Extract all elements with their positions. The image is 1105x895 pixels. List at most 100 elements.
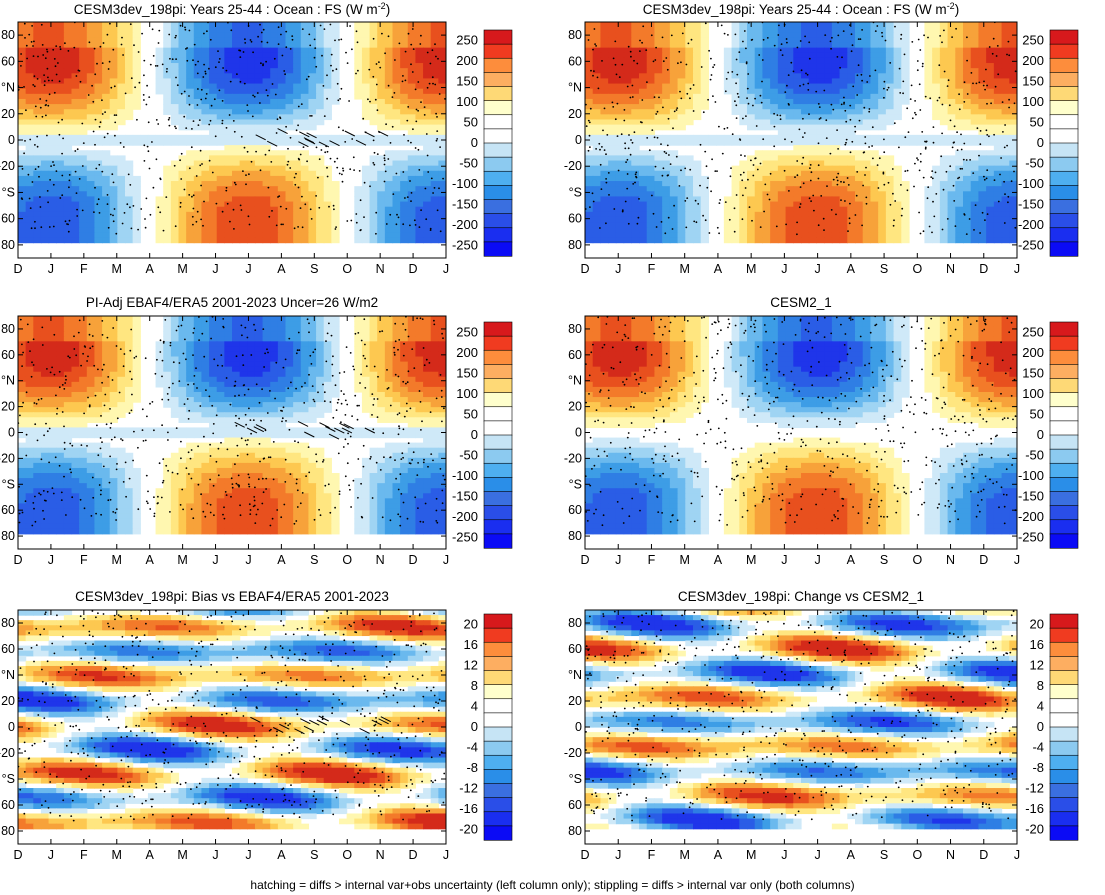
heatmap-cell (831, 93, 841, 100)
heatmap-cell (193, 150, 203, 156)
heatmap-cell (239, 165, 248, 172)
heatmap-cell (623, 201, 632, 208)
heatmap-cell (232, 140, 241, 146)
heatmap-cell (247, 201, 256, 208)
heatmap-cell (747, 57, 756, 64)
heatmap-cell (71, 88, 80, 95)
heatmap-cell (400, 47, 409, 54)
heatmap-cell (646, 129, 656, 136)
heatmap-cell (878, 227, 887, 233)
heatmap-cell (824, 211, 833, 218)
heatmap-cell (978, 104, 987, 110)
heatmap-cell (25, 73, 34, 80)
heatmap-cell (270, 32, 279, 38)
heatmap-cell (400, 114, 409, 121)
heatmap-cell (193, 124, 203, 131)
heatmap-cell (201, 22, 210, 28)
stipple-dot (49, 179, 51, 181)
heatmap-cell (639, 114, 648, 121)
heatmap-cell (400, 88, 409, 95)
heatmap-cell (947, 109, 956, 115)
x-tick-label: J (245, 262, 251, 276)
heatmap-cell (285, 124, 294, 131)
heatmap-cell (939, 222, 949, 228)
heatmap-cell (18, 155, 27, 162)
heatmap-cell (963, 206, 972, 213)
heatmap-cell (831, 52, 841, 59)
heatmap-cell (947, 57, 956, 64)
stipple-dot (51, 79, 54, 82)
heatmap-cell (415, 42, 424, 49)
heatmap-cell (669, 68, 679, 74)
heatmap-cell (878, 37, 887, 44)
stipple-dot (255, 150, 257, 153)
heatmap-cell (793, 98, 802, 105)
stipple-dot (242, 170, 244, 173)
heatmap-cell (392, 88, 401, 95)
heatmap-cell (170, 196, 180, 203)
heatmap-cell (102, 216, 111, 223)
heatmap-cell (209, 83, 218, 90)
heatmap-cell (423, 155, 432, 162)
heatmap-cell (270, 114, 279, 121)
heatmap-cell (615, 114, 625, 121)
heatmap-cell (232, 93, 241, 100)
heatmap-cell (109, 134, 118, 141)
heatmap-cell (308, 22, 317, 28)
heatmap-cell (63, 145, 73, 151)
heatmap-cell (939, 165, 949, 172)
heatmap-cell (224, 211, 233, 218)
stipple-dot (337, 99, 340, 102)
heatmap-cell (831, 73, 841, 80)
heatmap-cell (354, 73, 363, 80)
heatmap-cell (254, 47, 264, 54)
heatmap-cell (932, 83, 941, 90)
stipple-dot (351, 48, 353, 51)
heatmap-cell (247, 114, 256, 121)
heatmap-cell (277, 216, 287, 223)
heatmap-cell (585, 155, 594, 162)
heatmap-cell (901, 186, 910, 192)
heatmap-cell (186, 216, 195, 223)
colorbar-swatch (483, 199, 513, 215)
heatmap-cell (693, 47, 702, 54)
heatmap-cell (839, 104, 848, 110)
stipple-dot (318, 158, 321, 161)
heatmap-cell (163, 22, 172, 28)
heatmap-cell (862, 160, 872, 167)
heatmap-cell (654, 206, 663, 213)
stipple-dot (200, 98, 203, 101)
heatmap-cell (932, 175, 941, 182)
heatmap-cell (747, 119, 756, 126)
heatmap-cell (932, 57, 941, 64)
heatmap-cell (163, 181, 172, 187)
heatmap-cell (232, 73, 241, 80)
heatmap-cell (754, 170, 764, 177)
stipple-dot (137, 228, 140, 231)
heatmap-cell (186, 160, 195, 167)
heatmap-cell (993, 93, 1003, 100)
heatmap-cell (232, 52, 241, 59)
heatmap-cell (955, 27, 964, 33)
heatmap-cell (801, 57, 810, 64)
heatmap-cell (216, 196, 225, 203)
heatmap-cell (862, 109, 872, 115)
heatmap-cell (677, 124, 686, 131)
heatmap-cell (94, 134, 103, 141)
heatmap-cell (839, 57, 848, 64)
heatmap-cell (224, 222, 233, 228)
heatmap-cell (232, 47, 241, 54)
stipple-dot (175, 127, 177, 130)
heatmap-cell (862, 191, 872, 198)
heatmap-cell (392, 42, 401, 49)
heatmap-cell (384, 175, 394, 182)
heatmap-cell (631, 186, 640, 192)
heatmap-cell (415, 109, 424, 115)
heatmap-cell (438, 37, 446, 44)
hatch-mark (329, 140, 340, 147)
heatmap-cell (1001, 129, 1010, 136)
heatmap-cell (793, 160, 802, 167)
heatmap-cell (885, 206, 895, 213)
heatmap-cell (623, 114, 632, 121)
heatmap-cell (878, 206, 887, 213)
